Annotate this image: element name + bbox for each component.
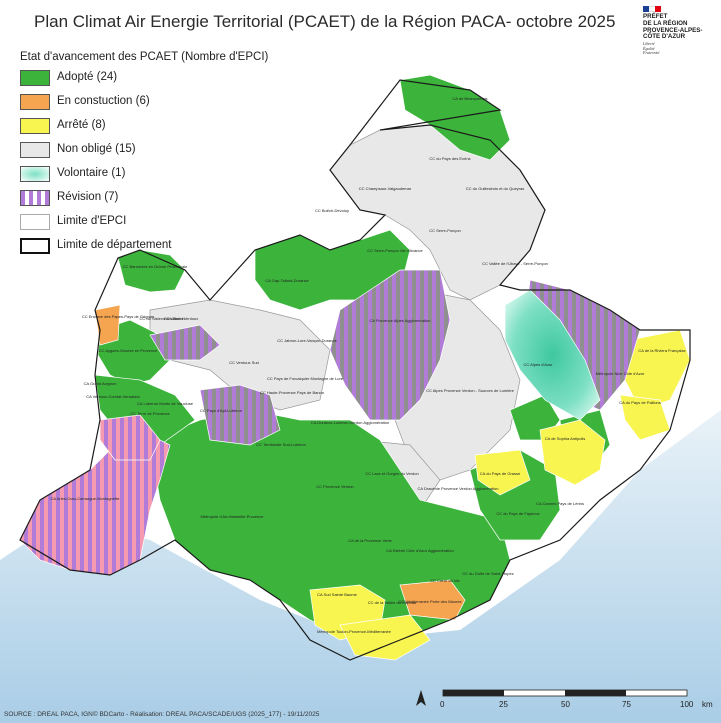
legend-swatch: [20, 142, 50, 158]
region-arles-north: [99, 414, 161, 461]
region-baronnies: [117, 249, 186, 293]
region-toulon: [339, 614, 431, 661]
legend: Etat d'avancement des PCAET (Nombre d'EP…: [20, 48, 300, 268]
region-label: CC du Pays des Ecrins: [429, 156, 470, 161]
region-alpes-azur: [504, 289, 601, 421]
region-label: CC Ventoux Sud: [229, 360, 259, 365]
source-note: SOURCE : DREAL PACA, IGN© BDCarto - Réal…: [4, 711, 320, 718]
region-label: CC Serre-Ponçon Val d'Avance: [367, 248, 423, 253]
region-label: CA de la Riviera Française: [638, 348, 686, 353]
region-label: CA Luberon Monts de Vaucluse: [137, 401, 194, 406]
north-arrow-icon: [416, 690, 426, 706]
region-label: CC Cœur du Var: [430, 578, 460, 583]
region-label: CA de Sophia Antipolis: [545, 436, 585, 441]
region-label: CA Sud Sainte Baume: [317, 592, 358, 597]
region-label: CA Arles-Crau-Camargue-Montagnette: [51, 496, 121, 501]
region-paillons: [619, 394, 671, 441]
region-label: CC Méditerranée Porte des Maures: [398, 599, 461, 604]
region-label: CA Grand Avignon: [84, 381, 117, 386]
legend-swatch: [20, 190, 50, 206]
region-label: CA du Pays de Paillons: [619, 400, 661, 405]
region-label: CA de Briançonnais: [452, 96, 487, 101]
region-label: CC Alpes d'Azur: [524, 362, 554, 367]
legend-title: Etat d'avancement des PCAET (Nombre d'EP…: [20, 51, 269, 63]
scale-bar: [442, 689, 688, 697]
legend-item-construction: En constuction (6): [20, 94, 280, 112]
region-label: CC Vallée de l'Ubaye - Serre-Ponçon: [482, 261, 548, 266]
region-label: CC de la Vallée du Gapeau: [368, 600, 416, 605]
scale-tick-50: 50: [561, 700, 570, 709]
region-label: CA Durance-Luberon-Verdon Agglomération: [311, 420, 389, 425]
flag-icon: [643, 6, 661, 12]
region-label: CA Dracénie Provence Verdon Agglomératio…: [418, 486, 499, 491]
region-label: CC Enclave des Papes-Pays de Grignan: [82, 314, 154, 319]
legend-item-non-oblige: Non obligé (15): [20, 142, 280, 160]
region-revision-center: [199, 384, 281, 446]
sea: [0, 410, 721, 723]
region-revision-vaucluse: [149, 324, 221, 361]
dept-boundary: [19, 79, 691, 661]
scale-unit: km: [702, 700, 713, 709]
region-label: CC du Golfe de Saint-Tropez: [462, 571, 513, 576]
legend-item-arrete: Arrêté (8): [20, 118, 280, 136]
region-label: CA Ventoux-Comtat-Venaissin: [86, 394, 140, 399]
region-label: Métropole Nice Côte d'Azur: [596, 371, 645, 376]
legend-swatch: [20, 238, 50, 254]
region-label: CC Vaison Ventoux: [164, 316, 198, 321]
region-label: CC du Pays de Fayence: [496, 511, 540, 516]
logo-motto: Liberté Égalité Fraternité: [643, 41, 660, 55]
region-label: CC Haute-Provence Pays de Banon: [260, 390, 324, 395]
region-label: CC Terre de Provence: [130, 411, 170, 416]
region-mediterranee: [399, 579, 466, 621]
scale-tick-25: 25: [499, 700, 508, 709]
region-label: CC Pays de Forcalquier Montagne de Lure: [267, 376, 344, 381]
region-label: CC Buëch-Dévoluy: [315, 208, 349, 213]
region-fayence: [474, 449, 531, 496]
legend-item-adopte: Adopté (24): [20, 70, 280, 88]
region-label: CA Cannes Pays de Lérins: [536, 501, 584, 506]
region-label: CC du Sisteronais-Buëch: [140, 316, 185, 321]
prefet-logo: PRÉFET DE LA RÉGION PROVENCE-ALPES- CÔTE…: [641, 4, 717, 60]
scale-tick-0: 0: [440, 700, 445, 709]
region-label: CA Provence Alpes Agglomération: [370, 318, 431, 323]
region-label: CA Gap-Tallard-Durance: [265, 278, 309, 283]
region-label: CC Alpes Provence Verdon - Sources de Lu…: [426, 388, 515, 393]
region-label: Métropole Toulon-Provence-Méditerranée: [317, 629, 392, 634]
region-label: CC Jabron-Lure-Vançon-Durance: [277, 338, 337, 343]
legend-item-limite-departement: Limite de département: [20, 238, 280, 256]
region-label: CC Champsaur-Valgaudemar: [359, 186, 412, 191]
legend-item-revision: Révision (7): [20, 190, 280, 208]
legend-swatch: [20, 70, 50, 86]
scale-tick-100: 100: [680, 700, 694, 709]
region-label: CC Serre-Ponçon: [429, 228, 461, 233]
region-label: CC Territoriale Sud-Luberon: [256, 442, 306, 447]
region-label: CC Provence Verdon: [316, 484, 354, 489]
legend-swatch: [20, 94, 50, 110]
region-label: CC du Guillestrois et du Queyras: [466, 186, 524, 191]
region-label: CC Pays d'Apt-Luberon: [200, 408, 242, 413]
region-label: CC Aygues-Ouvèze en Provence: [99, 348, 158, 353]
legend-item-limite-epci: Limite d'EPCI: [20, 214, 280, 232]
legend-swatch: [20, 214, 50, 230]
region-label: CA du Pays de Grasse: [480, 471, 521, 476]
region-label: CA de la Provence Verte: [348, 538, 392, 543]
legend-swatch: [20, 118, 50, 134]
region-label: Métropole d'Aix-Marseille-Provence: [200, 514, 264, 519]
region-label: CC Lacs et Gorges du Verdon: [365, 471, 418, 476]
region-label: CC Baronnies en Drôme Provençale: [123, 264, 188, 269]
page-title: Plan Climat Air Energie Territorial (PCA…: [34, 12, 616, 31]
region-revision-north: [329, 269, 451, 421]
region-enclave-papes: [94, 304, 121, 346]
logo-text: PRÉFET DE LA RÉGION PROVENCE-ALPES- CÔTE…: [643, 13, 703, 41]
region-label: CA Estérel Côte d'Azur Agglomération: [386, 548, 453, 553]
scale-tick-75: 75: [622, 700, 631, 709]
legend-item-volontaire: Volontaire (1): [20, 166, 280, 184]
legend-swatch: [20, 166, 50, 182]
